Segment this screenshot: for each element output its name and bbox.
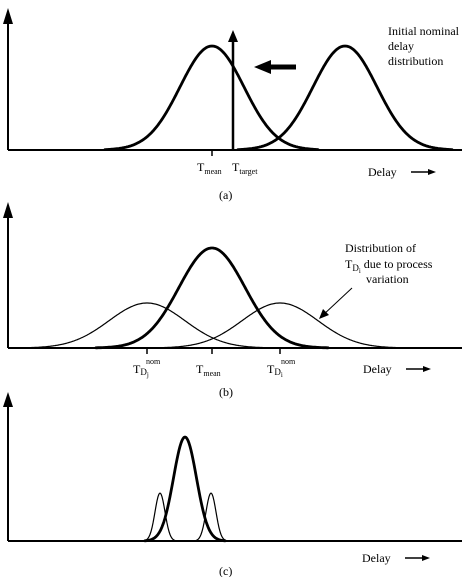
panel-a-y-arrowhead <box>3 8 13 24</box>
panel-a-x-axis-label-arrowhead <box>428 169 436 175</box>
panel-b-y-arrowhead <box>3 202 13 218</box>
panel-b-x-axis-label-arrowhead <box>423 366 431 372</box>
panel-a-annotation-line-3: distribution <box>388 54 443 68</box>
panel-c-x-axis-label-arrowhead <box>422 555 430 561</box>
panel-b-tdi-sub: D <box>274 367 281 377</box>
panel-a-shift-arrowhead <box>254 60 271 74</box>
panel-b-annotation-line-1: Distribution of <box>345 241 416 255</box>
panel-c-y-arrowhead <box>3 392 13 407</box>
panel-a-ttarget-sub: target <box>239 167 258 176</box>
panel-a: Initial nominal delay distribution Tmean… <box>3 8 462 202</box>
panel-a-tmean-sub: mean <box>204 167 221 176</box>
panel-b-nominal-distribution-curve <box>94 246 330 350</box>
panel-b-tdj-sub: D <box>140 367 147 377</box>
panel-a-caption: (a) <box>219 188 232 202</box>
panel-b-tdj-label: TDj <box>133 362 149 379</box>
panel-a-initial-distribution-curve <box>236 44 454 151</box>
panel-b-tdi-subsub: i <box>281 371 283 379</box>
panel-c-tdj-distribution-curve <box>144 492 176 542</box>
panel-b-tdi-distribution-curve <box>150 302 411 349</box>
panel-b-tdj-main: T <box>133 362 141 376</box>
panel-b-annotation-line-3: variation <box>366 272 409 286</box>
panel-b-annotation-rest: due to process <box>361 257 433 271</box>
panel-b-annotation-i: i <box>359 267 361 275</box>
panel-b-annotation-d: D <box>352 263 359 273</box>
panel-a-current-distribution-curve <box>103 44 320 151</box>
panel-b-tdj-distribution-curve <box>17 302 277 349</box>
panel-a-annotation-line-1: Initial nominal <box>388 24 460 38</box>
panel-c-tdi-distribution-curve <box>195 492 227 542</box>
panel-b-annotation-line-2: TDi due to process <box>345 257 433 275</box>
panel-a-ttarget-label: Ttarget <box>232 160 258 176</box>
panel-b-annotation-pointer-head <box>319 309 329 319</box>
panel-b-tmean-sub: mean <box>203 369 220 378</box>
panel-a-annotation-line-2: delay <box>388 39 414 53</box>
panel-b-tdj-sup: nom <box>146 357 161 366</box>
panel-a-x-axis-label: Delay <box>368 165 397 179</box>
panel-b-tdi-label: TDi <box>267 362 283 379</box>
panel-a-tmean-main: T <box>197 160 205 174</box>
panel-c-x-axis-label: Delay <box>362 551 391 565</box>
panel-b: Distribution of TDi due to process varia… <box>3 202 462 399</box>
panel-c-tightened-distribution-curve <box>143 435 227 543</box>
panel-b-tdi-main: T <box>267 362 275 376</box>
panel-a-target-arrowhead <box>228 30 238 42</box>
panel-b-x-axis-label: Delay <box>363 362 392 376</box>
panel-c-caption: (c) <box>219 564 232 577</box>
panel-c: Delay (c) <box>3 392 462 577</box>
panel-a-tmean-label: Tmean <box>197 160 222 176</box>
panel-b-annotation-pointer <box>321 287 353 317</box>
panel-b-caption: (b) <box>219 385 233 399</box>
panel-b-tdi-sup: nom <box>281 357 296 366</box>
panel-b-annotation-t: T <box>345 257 353 271</box>
panel-a-annotation: Initial nominal delay distribution <box>388 24 462 68</box>
panel-b-tmean-label: Tmean <box>196 362 221 378</box>
panel-a-ttarget-main: T <box>232 160 240 174</box>
panel-b-tmean-main: T <box>196 362 204 376</box>
panel-b-tdj-subsub: j <box>146 371 149 379</box>
